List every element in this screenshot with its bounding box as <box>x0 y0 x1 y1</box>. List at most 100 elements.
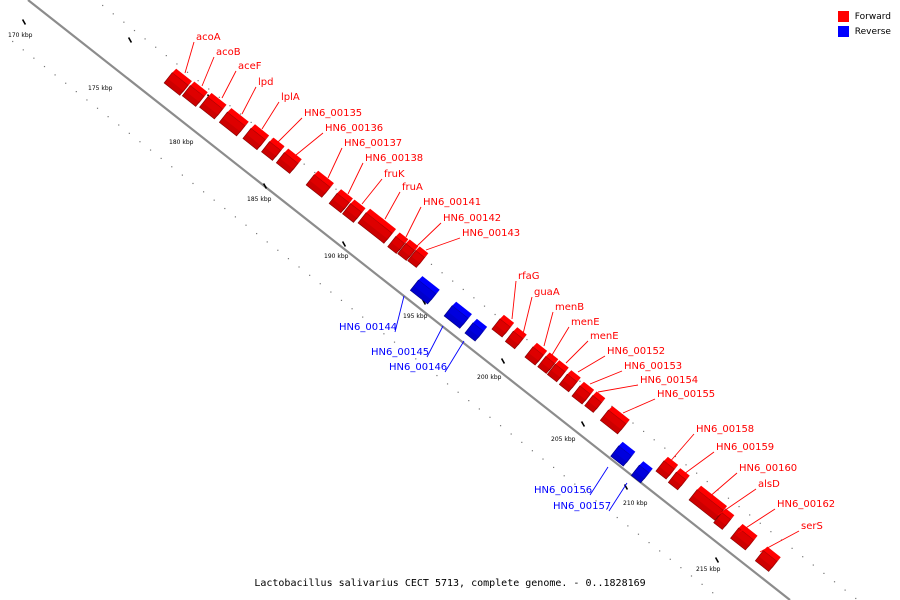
gene-forward <box>342 199 366 223</box>
tick-label: 180 kbp <box>169 139 194 146</box>
gene-label: menE <box>590 331 619 342</box>
minor-tick <box>165 54 167 57</box>
minor-tick <box>65 82 67 84</box>
gene-forward <box>688 485 727 521</box>
minor-tick <box>12 40 14 43</box>
gene-forward <box>305 170 334 198</box>
gene-label: HN6_00146 <box>389 362 447 373</box>
minor-tick <box>54 74 56 76</box>
minor-tick <box>234 216 237 218</box>
leader-line <box>622 398 656 414</box>
gene-forward <box>261 137 285 161</box>
minor-tick <box>213 199 215 201</box>
minor-tick <box>197 80 199 82</box>
minor-tick <box>128 132 130 134</box>
minor-tick <box>229 105 231 107</box>
legend: Forward Reverse <box>837 9 891 39</box>
minor-tick <box>542 458 544 460</box>
minor-tick <box>727 497 730 499</box>
minor-tick <box>659 550 661 552</box>
minor-tick <box>749 514 751 516</box>
tick-label: 210 kbp <box>623 500 648 507</box>
minor-tick <box>823 572 825 575</box>
minor-tick <box>648 541 650 544</box>
leader-line <box>522 296 533 335</box>
minor-tick <box>75 90 77 93</box>
gene-forward <box>584 391 606 413</box>
leader-line <box>201 56 215 87</box>
minor-tick <box>855 597 857 600</box>
map-caption: Lactobacillus salivarius CECT 5713, comp… <box>254 578 646 589</box>
reverse-swatch <box>837 26 849 37</box>
leader-line <box>759 530 800 553</box>
gene-reverse <box>409 276 440 305</box>
gene-label: acoB <box>216 47 241 58</box>
tick-label: 200 kbp <box>477 374 502 381</box>
gene-label: acoA <box>196 32 221 43</box>
gene-forward <box>655 456 679 480</box>
leader-line <box>737 508 776 534</box>
minor-tick <box>107 116 109 118</box>
gene-reverse <box>464 318 488 342</box>
gene-label: fruK <box>384 169 405 180</box>
leader-line <box>241 86 257 115</box>
gene-forward <box>357 208 396 244</box>
minor-tick <box>833 581 836 583</box>
minor-tick <box>685 464 687 466</box>
gene-label: HN6_00158 <box>696 424 754 435</box>
major-tick <box>714 557 720 563</box>
leader-line <box>667 433 695 465</box>
gene-label: HN6_00143 <box>462 228 520 239</box>
gene-label: HN6_00152 <box>607 346 665 357</box>
gene-label: HN6_00144 <box>339 322 397 333</box>
genome-backbone <box>27 0 791 600</box>
gene-forward <box>387 232 409 254</box>
minor-tick <box>383 333 385 335</box>
leader-line <box>405 206 422 238</box>
gene-reverse <box>630 461 653 484</box>
gene-forward <box>218 108 249 137</box>
leader-line <box>511 280 517 320</box>
gene-forward <box>558 370 581 393</box>
minor-tick <box>33 57 35 59</box>
gene-label: rfaG <box>518 271 540 282</box>
gene-forward <box>754 546 781 572</box>
minor-tick <box>696 472 698 474</box>
major-tick <box>21 19 27 25</box>
tick-label: 205 kbp <box>551 436 576 443</box>
gene-forward <box>163 68 192 96</box>
leader-line <box>589 370 623 385</box>
gene-label: HN6_00138 <box>365 153 423 164</box>
gene-forward <box>571 381 595 405</box>
minor-tick <box>441 272 443 274</box>
gene-forward <box>328 189 353 214</box>
leader-line <box>384 191 401 220</box>
minor-tick <box>759 522 761 524</box>
gene-reverse <box>443 301 472 329</box>
leader-line <box>261 101 280 130</box>
gene-label: menB <box>555 302 584 313</box>
gene-forward <box>599 406 630 435</box>
minor-tick <box>139 141 141 143</box>
minor-tick <box>680 567 682 569</box>
minor-tick <box>303 163 305 165</box>
minor-tick <box>802 556 804 558</box>
minor-tick <box>298 266 300 268</box>
gene-label: aceF <box>238 61 262 72</box>
minor-tick <box>653 439 655 441</box>
minor-tick <box>664 447 666 449</box>
gene-forward <box>524 342 548 366</box>
minor-tick <box>277 249 279 251</box>
minor-tick <box>510 433 512 435</box>
leader-line <box>184 41 195 74</box>
minor-tick <box>351 308 353 310</box>
leader-line <box>426 325 444 358</box>
leader-line <box>277 117 303 143</box>
tick-label: 175 kbp <box>88 85 113 92</box>
tick-label: 170 kbp <box>8 32 33 39</box>
tick-label: 190 kbp <box>324 253 349 260</box>
leader-line <box>551 326 570 356</box>
minor-tick <box>770 531 772 533</box>
minor-tick <box>43 65 46 68</box>
leader-line <box>347 162 364 195</box>
